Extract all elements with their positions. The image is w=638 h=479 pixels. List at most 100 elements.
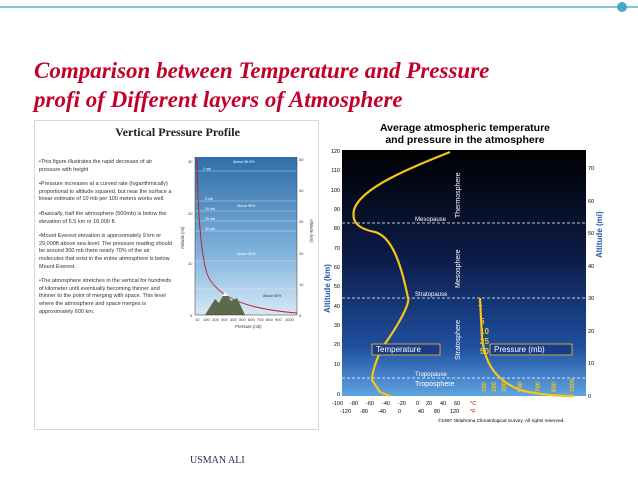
- x-tick-label: 600: [248, 317, 255, 322]
- y-tick-label: 0: [299, 313, 302, 318]
- x-tick-label: 40: [418, 409, 424, 415]
- top-bar: [0, 0, 638, 20]
- pause-label: Mesopause: [415, 217, 447, 223]
- y-right-tick-labels: 70 60 50 40 30 20 10 0: [588, 166, 594, 400]
- x-tick-label: -40: [382, 401, 390, 407]
- bullet-item: •This figure illustrates the rapid decre…: [39, 159, 153, 173]
- y-tick-label: 60: [588, 199, 594, 205]
- pressure-value: 5: [480, 317, 485, 326]
- top-accent-line: [0, 6, 638, 8]
- pressure-level-lines: [195, 170, 297, 290]
- y-tick-label: 0: [190, 313, 193, 318]
- pressure-label-box: [489, 343, 573, 356]
- y-tick-label: 50: [334, 284, 340, 290]
- layer-label: Mesosphere: [455, 249, 462, 288]
- y-tick-label: 30: [334, 323, 340, 329]
- annotation-label: Above 90%: [237, 252, 256, 256]
- layer-label: Stratosphere: [455, 320, 462, 360]
- y-tick-label: 50: [299, 157, 304, 162]
- y-tick-label: 0: [337, 392, 340, 398]
- pressure-value: 500: [518, 381, 524, 392]
- vertical-pressure-profile-figure: Vertical Pressure Profile •This figure i…: [34, 120, 319, 430]
- x-tick-labels-f: -100 -80 -60 -40 -20 0 20 40 60: [332, 401, 460, 407]
- y-tick-label: 50: [588, 231, 594, 237]
- y-tick-label: 30: [299, 219, 304, 224]
- y-tick-label: 10: [334, 362, 340, 368]
- x-tick-label: 700: [257, 317, 264, 322]
- pressure-curve: [478, 297, 575, 398]
- temperature-curve: [352, 150, 451, 398]
- bullet-item: •Pressure increases at a curved rate (lo…: [39, 181, 172, 203]
- pause-label: Stratopause: [415, 292, 448, 298]
- annotation-label: 1 mb: [203, 167, 211, 171]
- y-axis-left-label: Altitude (mi): [180, 226, 185, 249]
- x-tick-label: -80: [360, 409, 368, 415]
- atmospheric-temperature-pressure-figure: Average atmospheric temperature and pres…: [320, 120, 610, 432]
- y-axis-left-label: Altitude (km): [323, 264, 332, 313]
- y-tick-label: 70: [588, 166, 594, 172]
- y-tick-label: 60: [334, 265, 340, 271]
- y-tick-label: 20: [588, 329, 594, 335]
- y-tick-label: 110: [331, 168, 340, 174]
- y-tick-label: 100: [331, 188, 340, 194]
- y-tick-label: 30: [588, 296, 594, 302]
- x-tick-label: 500: [239, 317, 246, 322]
- y-tick-label: 80: [334, 226, 340, 232]
- bullet-item: •Basically, half the atmosphere (500mb) …: [39, 210, 167, 225]
- pressure-value: 10: [480, 327, 489, 336]
- x-tick-label: 10: [195, 317, 200, 322]
- x-tick-label: 100: [203, 317, 210, 322]
- x-axis-label: Pressure (mb): [235, 324, 262, 329]
- annotation-label: 5 mb: [205, 197, 213, 201]
- y-tick-label: 20: [299, 251, 304, 256]
- y-right-tick-labels: 50 40 30 20 10 0: [299, 157, 304, 318]
- x-tick-label: 60: [454, 401, 460, 407]
- layer-label: Thermosphere: [455, 172, 462, 218]
- y-tick-label: 120: [331, 149, 340, 155]
- annotation-label: 25 mb: [205, 217, 215, 221]
- pressure-profile-chart: Above 99.9% 1 mb 5 mb 10 mb 25 mb 50 mb …: [180, 157, 314, 329]
- x-tick-label: 400: [230, 317, 237, 322]
- pressure-value: 850: [552, 381, 558, 392]
- slide-title-line-1: Comparison between Temperature and Press…: [34, 58, 490, 83]
- x-tick-label: -60: [366, 401, 374, 407]
- x-tick-label: -100: [332, 401, 343, 407]
- unit-c: °C: [470, 401, 476, 407]
- annotation-label: Above 99.9%: [233, 160, 255, 164]
- x-tick-labels-c: -120 -80 -40 0 40 80 120: [340, 409, 459, 415]
- layer-label: Troposphere: [415, 381, 455, 388]
- y-tick-label: 90: [334, 207, 340, 213]
- pressure-label: Pressure (mb): [494, 345, 545, 354]
- pressure-value: 1: [478, 299, 483, 308]
- x-tick-label: -20: [398, 401, 406, 407]
- x-tick-label: 80: [434, 409, 440, 415]
- x-tick-label: 0: [416, 401, 419, 407]
- x-tick-label: -40: [378, 409, 386, 415]
- y-tick-label: 20: [334, 342, 340, 348]
- sky-background: [195, 157, 297, 315]
- annotation-label: Above 50%: [263, 294, 282, 298]
- y-tick-label: 10: [299, 282, 304, 287]
- snow-cap-icon: [222, 292, 228, 296]
- slide-title: Comparison between Temperature and Press…: [34, 56, 614, 114]
- x-tick-label: 0: [398, 409, 401, 415]
- y-left-tick-labels: 120 110 100 90 80 70 60 50 40 30 20 10 0: [331, 149, 340, 398]
- pressure-value-labels: 1 5 10 25 50: [478, 299, 489, 356]
- pressure-value: 700: [536, 381, 542, 392]
- y-tick-label: 20: [188, 211, 193, 216]
- y-axis-right-label: Altitude (mi): [595, 211, 604, 258]
- pressure-value: 1000: [570, 378, 576, 392]
- footer-author: USMAN ALI: [190, 455, 245, 466]
- x-tick-label: 20: [426, 401, 432, 407]
- pressure-value: 50: [480, 347, 489, 356]
- x-tick-labels: 10 100 200 300 400 500 600 700 800 900 1…: [195, 317, 295, 322]
- x-tick-label: -80: [350, 401, 358, 407]
- y-tick-label: 10: [588, 361, 594, 367]
- x-tick-label: -120: [340, 409, 351, 415]
- temperature-pressure-chart: Mesopause Stratopause Tropopause Thermos…: [323, 149, 604, 424]
- figure-title: Vertical Pressure Profile: [115, 125, 240, 139]
- figure-title: Average atmospheric temperature and pres…: [320, 122, 610, 146]
- pressure-value: 200: [492, 381, 498, 392]
- pressure-value-labels-rotated: 100 200 300 500 700 850 1000: [482, 378, 576, 392]
